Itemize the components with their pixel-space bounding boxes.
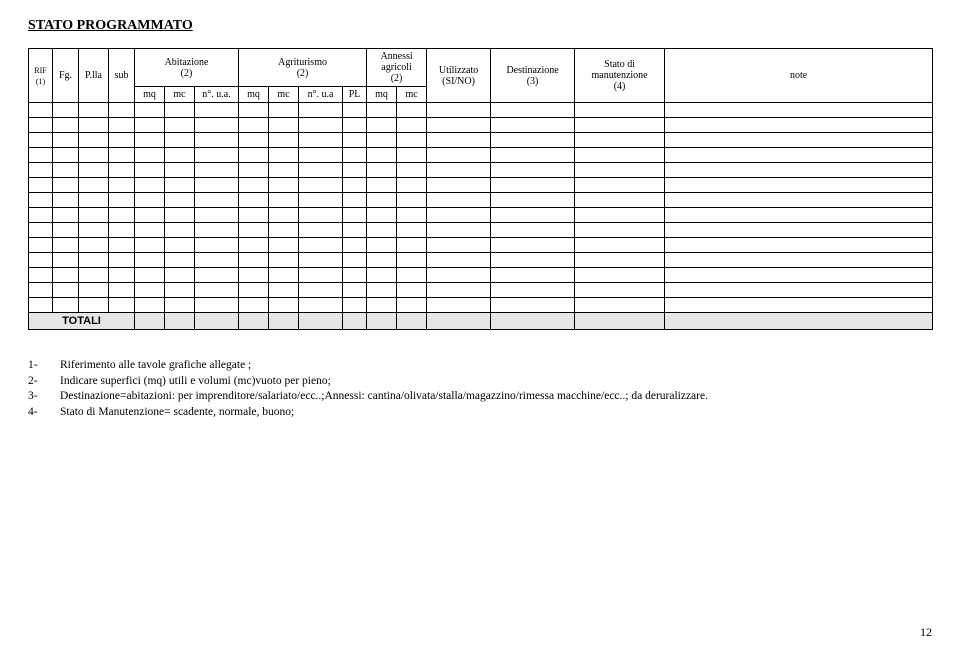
table-row <box>29 163 933 178</box>
col-utilizzato: Utilizzato(SI/NO) <box>427 49 491 103</box>
table-row <box>29 193 933 208</box>
table-row <box>29 118 933 133</box>
table-row <box>29 238 933 253</box>
header-row-1: RIF(1) Fg. P.lla sub Abitazione(2) Agrit… <box>29 49 933 87</box>
col-agriturismo: Agriturismo(2) <box>239 49 367 87</box>
abit-mc: mc <box>165 87 195 103</box>
table-row <box>29 103 933 118</box>
table-row <box>29 208 933 223</box>
totali-row: TOTALI <box>29 313 933 330</box>
agri-nua: n°. u.a <box>299 87 343 103</box>
footnote-row: 1-Riferimento alle tavole grafiche alleg… <box>28 358 932 374</box>
table-row <box>29 298 933 313</box>
table-row <box>29 148 933 163</box>
agri-mc: mc <box>269 87 299 103</box>
col-rif: RIF(1) <box>29 49 53 103</box>
page-title: STATO PROGRAMMATO <box>28 18 932 34</box>
abit-nua: n°. u.a. <box>195 87 239 103</box>
agri-pl: PL <box>343 87 367 103</box>
col-plla: P.lla <box>79 49 109 103</box>
table-row <box>29 133 933 148</box>
col-note: note <box>665 49 933 103</box>
table-row <box>29 223 933 238</box>
col-abitazione: Abitazione(2) <box>135 49 239 87</box>
col-destinazione: Destinazione(3) <box>491 49 575 103</box>
col-sub: sub <box>109 49 135 103</box>
table-row <box>29 268 933 283</box>
footnote-row: 3-Destinazione=abitazioni: per imprendit… <box>28 389 932 405</box>
footnote-row: 4-Stato di Manutenzione= scadente, norma… <box>28 405 932 421</box>
ann-mc: mc <box>397 87 427 103</box>
table-row <box>29 178 933 193</box>
page-number: 12 <box>920 625 932 640</box>
ann-mq: mq <box>367 87 397 103</box>
col-annessi: Annessiagricoli(2) <box>367 49 427 87</box>
main-table: RIF(1) Fg. P.lla sub Abitazione(2) Agrit… <box>28 48 933 330</box>
footnotes: 1-Riferimento alle tavole grafiche alleg… <box>28 358 932 420</box>
table-row <box>29 283 933 298</box>
table-row <box>29 253 933 268</box>
agri-mq: mq <box>239 87 269 103</box>
abit-mq: mq <box>135 87 165 103</box>
col-stato: Stato dimanutenzione(4) <box>575 49 665 103</box>
footnote-row: 2-Indicare superfici (mq) utili e volumi… <box>28 374 932 390</box>
col-fg: Fg. <box>53 49 79 103</box>
